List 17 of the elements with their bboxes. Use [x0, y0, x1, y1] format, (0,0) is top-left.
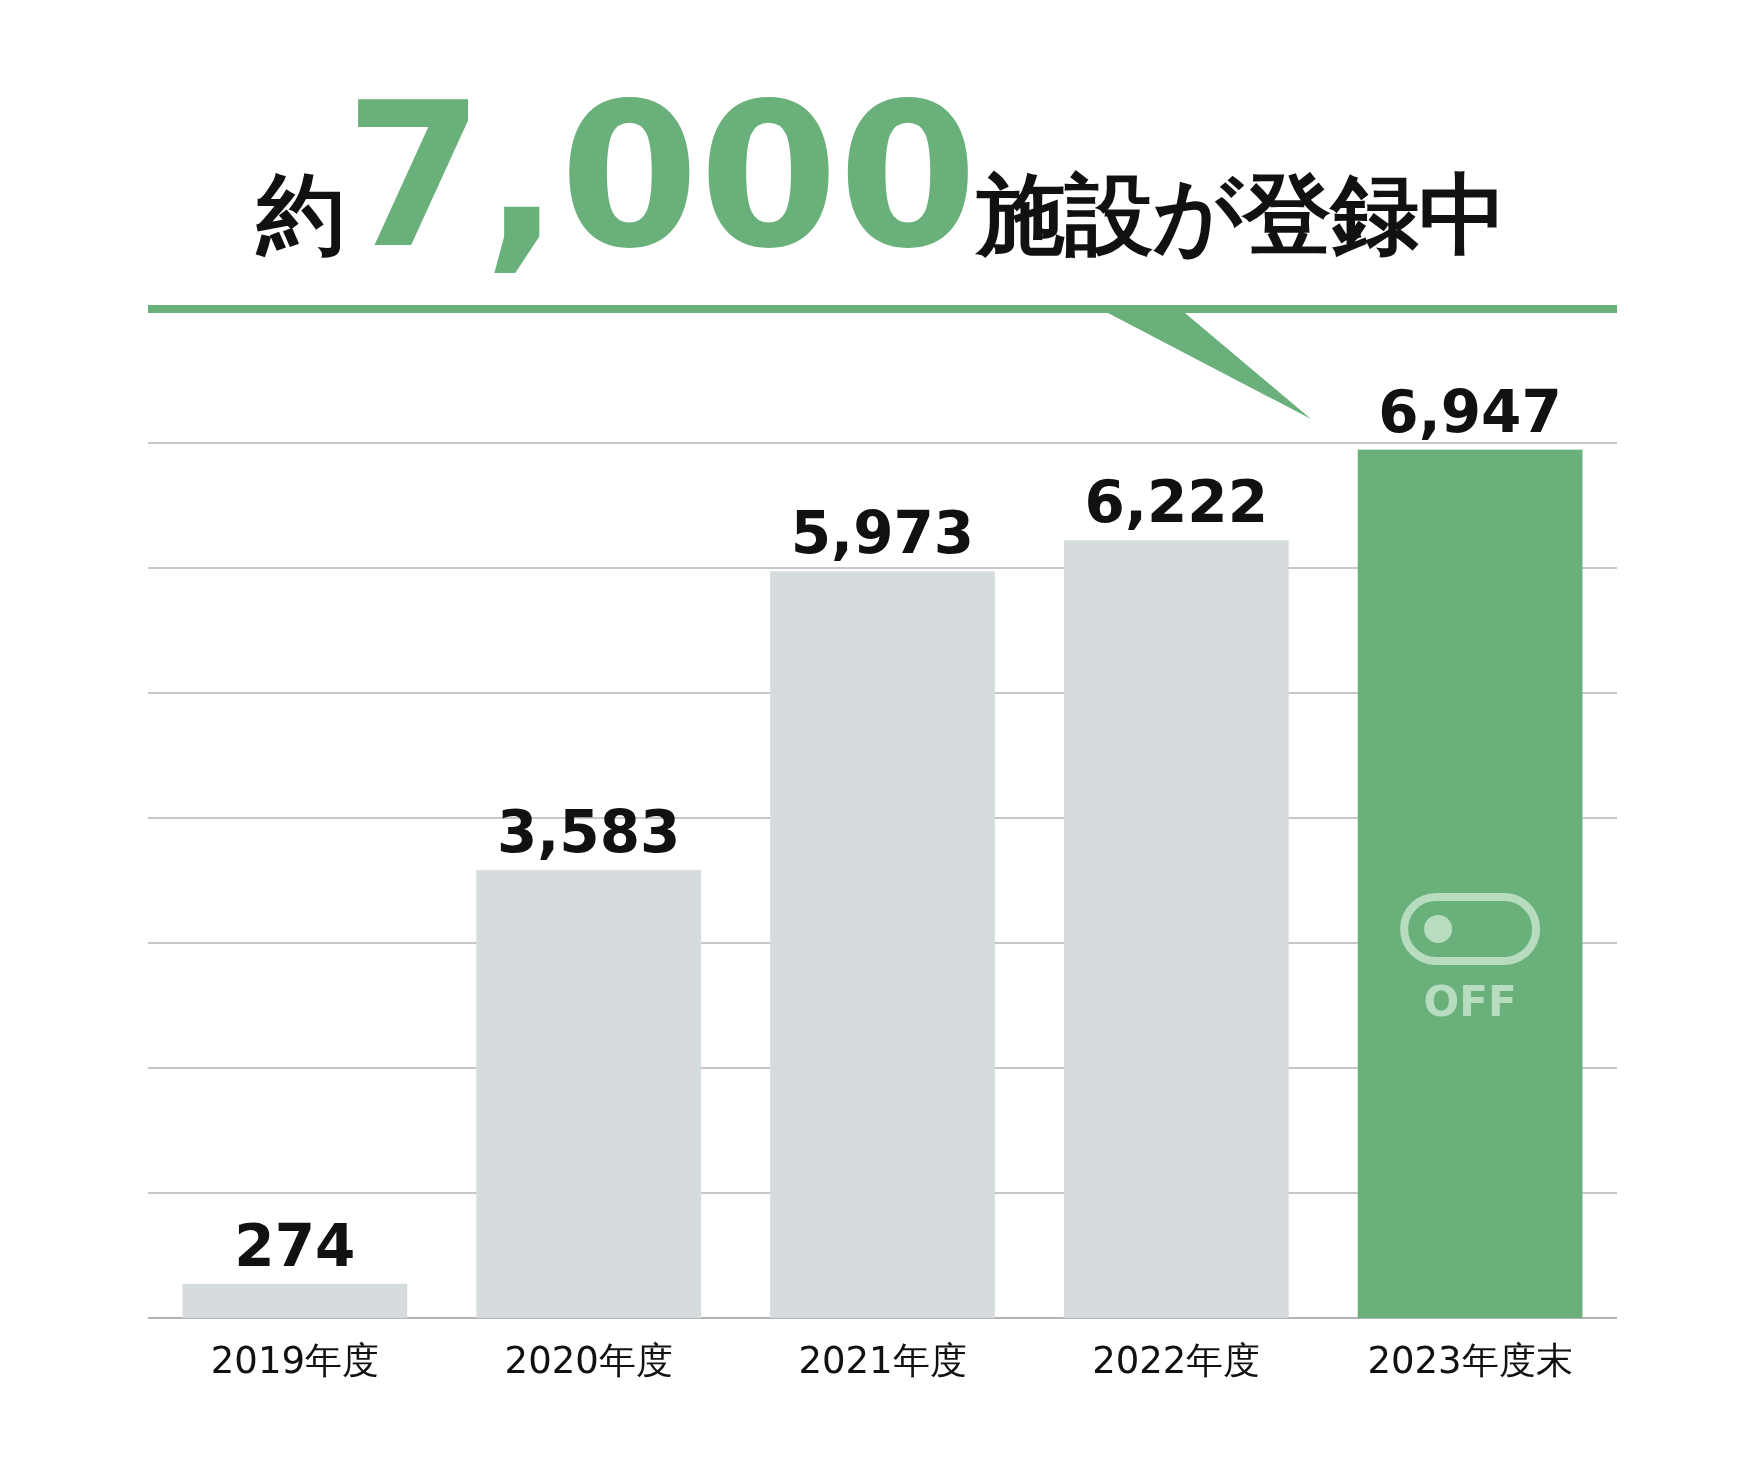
x-tick-label: 2022年度 — [1092, 1339, 1261, 1382]
chart-title: 約7,000施設が登録中 — [254, 59, 1508, 292]
bar — [1357, 449, 1583, 1318]
bar — [770, 571, 995, 1318]
x-tick-label: 2019年度 — [210, 1339, 379, 1382]
bar — [1063, 540, 1289, 1318]
x-tick-label: 2020年度 — [504, 1339, 673, 1382]
data-label: 6,222 — [1084, 468, 1269, 537]
data-label: 6,947 — [1378, 377, 1562, 446]
data-label: 3,583 — [496, 798, 681, 867]
bar — [476, 870, 702, 1318]
x-tick-label: 2021年度 — [798, 1339, 967, 1382]
data-label: 274 — [234, 1211, 356, 1280]
x-tick-label: 2023年度末 — [1367, 1339, 1573, 1382]
annotation: OFF — [1423, 977, 1517, 1026]
data-label: 5,973 — [790, 499, 975, 568]
bar — [182, 1283, 408, 1318]
